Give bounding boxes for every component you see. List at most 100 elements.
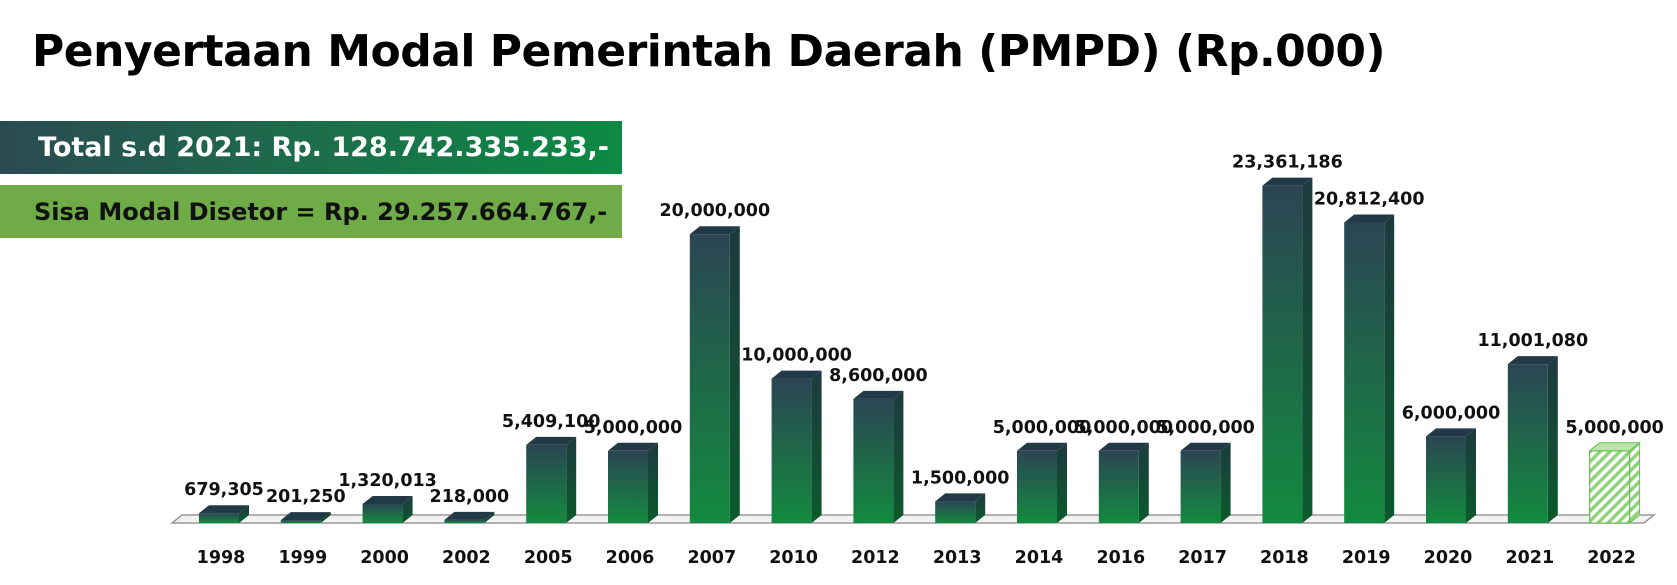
chart-category-labels: 1998 1999 2000 2002 2005 2006 2007 2010 2012 2013… [197, 548, 1636, 568]
value-label-2000: 1,320,013 [338, 471, 437, 491]
value-label-2018: 23,361,186 [1232, 153, 1343, 173]
category-label-2010: 2010 [769, 548, 818, 568]
bar-top-2010 [771, 370, 822, 379]
bar-side-2010 [811, 370, 822, 523]
value-label-2007: 20,000,000 [659, 201, 770, 221]
bar-2016 [1098, 442, 1149, 523]
value-label-2022: 5,000,000 [1565, 418, 1664, 438]
bar-1999 [280, 512, 331, 523]
bar-side-2019 [1384, 214, 1395, 524]
bar-top-2021 [1507, 356, 1558, 365]
category-label-2018: 2018 [1260, 548, 1309, 568]
bar-side-2007 [729, 226, 740, 523]
bar-2010 [771, 370, 822, 523]
value-label-2006: 5,000,000 [584, 418, 683, 438]
category-label-2006: 2006 [606, 548, 655, 568]
category-label-2007: 2007 [687, 548, 736, 568]
bar-side-2002 [484, 511, 495, 523]
bar-side-2021 [1547, 356, 1558, 523]
bar-top-2020 [1426, 428, 1476, 437]
value-label-2016: 5,000,000 [1075, 418, 1174, 438]
bar-side-1998 [239, 505, 249, 523]
bar-2005 [526, 436, 577, 523]
value-label-2005: 5,409,100 [502, 412, 601, 432]
bar-side-2005 [566, 436, 577, 523]
bar-top-2016 [1098, 442, 1149, 451]
bar-front-1999 [280, 520, 321, 523]
bar-2006 [608, 442, 658, 523]
remaining-capital-banner: Sisa Modal Disetor = Rp. 29.257.664.767,… [0, 185, 622, 238]
bar-2013 [935, 493, 986, 523]
bar-top-2012 [853, 390, 904, 399]
bar-front-2017 [1180, 450, 1221, 523]
value-label-2020: 6,000,000 [1402, 403, 1501, 423]
bar-front-2020 [1426, 436, 1466, 523]
category-label-2020: 2020 [1424, 548, 1473, 568]
bar-front-2014 [1017, 450, 1057, 523]
bar-2012 [853, 390, 904, 523]
value-label-1999: 201,250 [266, 487, 346, 507]
category-label-2002: 2002 [442, 548, 491, 568]
bar-front-2005 [526, 444, 567, 523]
chart-value-labels: 679,305 201,2501,320,013218,0005,409,1005… [184, 153, 1664, 507]
bar-top-2005 [526, 436, 577, 445]
category-label-2012: 2012 [851, 548, 900, 568]
value-label-1998: 679,305 [184, 480, 264, 500]
bar-top-2007 [689, 226, 740, 235]
bar-2007 [689, 226, 740, 523]
bar-front-2006 [608, 450, 648, 523]
bar-front-2019 [1344, 222, 1385, 524]
category-label-1999: 1999 [278, 548, 327, 568]
bar-top-2017 [1180, 442, 1231, 451]
bar-side-2000 [402, 495, 413, 523]
page-title: Penyertaan Modal Pemerintah Daerah (PMPD… [32, 26, 1386, 77]
bar-top-1999 [280, 512, 331, 521]
bar-front-2007 [689, 234, 730, 523]
bar-front-2018 [1262, 185, 1303, 523]
bar-front-2016 [1098, 450, 1139, 523]
chart-bars [199, 177, 1642, 525]
bar-side-2022 [1629, 441, 1641, 525]
bar-front-2000 [362, 503, 403, 523]
bar-front-2010 [771, 378, 812, 523]
bar-front-1998 [199, 513, 239, 523]
bar-front-2013 [935, 501, 976, 523]
value-label-2014: 5,000,000 [993, 418, 1092, 438]
bar-2021 [1507, 356, 1558, 523]
bar-side-2016 [1138, 442, 1149, 523]
total-banner-text: Total s.d 2021: Rp. 128.742.335.233,- [38, 132, 610, 163]
bar-side-2012 [893, 390, 904, 523]
bar-2022 [1588, 441, 1642, 525]
bar-2014 [1017, 442, 1067, 523]
bar-top-2019 [1344, 214, 1395, 223]
bar-top-2013 [935, 493, 986, 502]
bar-2002 [444, 511, 495, 523]
remaining-capital-banner-text: Sisa Modal Disetor = Rp. 29.257.664.767,… [34, 197, 608, 226]
category-label-2014: 2014 [1015, 548, 1064, 568]
bar-front-2002 [444, 519, 485, 523]
bar-front-2012 [853, 398, 894, 523]
bar-top-2006 [608, 442, 658, 451]
value-label-2012: 8,600,000 [829, 366, 928, 386]
category-label-2013: 2013 [933, 548, 982, 568]
value-label-2021: 11,001,080 [1477, 331, 1588, 351]
bar-side-2018 [1302, 177, 1313, 523]
bar-side-2017 [1220, 442, 1231, 523]
bar-side-1999 [320, 512, 331, 523]
value-label-2017: 5,000,000 [1156, 418, 1255, 438]
bar-top-1998 [199, 505, 249, 514]
category-label-2022: 2022 [1587, 548, 1636, 568]
value-label-2019: 20,812,400 [1314, 189, 1425, 209]
bar-front-2022 [1588, 450, 1631, 524]
value-label-2002: 218,000 [430, 487, 510, 507]
bar-2018 [1262, 177, 1313, 523]
category-label-2000: 2000 [360, 548, 409, 568]
bar-top-2002 [444, 511, 495, 520]
total-banner: Total s.d 2021: Rp. 128.742.335.233,- [0, 121, 622, 174]
bar-2000 [362, 495, 413, 523]
category-label-2005: 2005 [524, 548, 573, 568]
category-label-1998: 1998 [197, 548, 246, 568]
bar-side-2014 [1057, 442, 1067, 523]
category-label-2019: 2019 [1342, 548, 1391, 568]
